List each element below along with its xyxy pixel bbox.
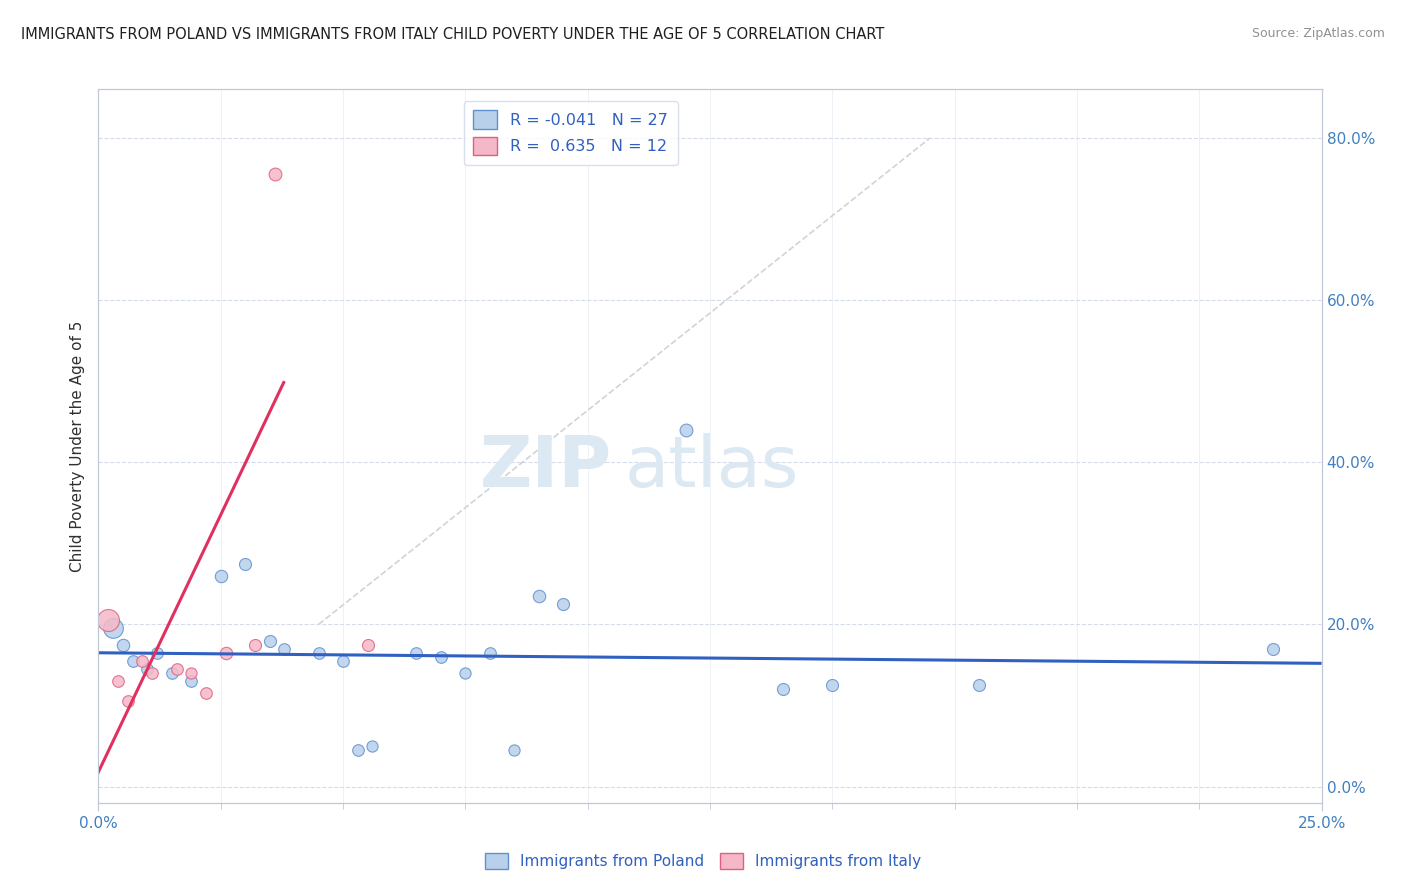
Point [195,686,218,700]
Point [503,743,526,757]
Text: IMMIGRANTS FROM POLAND VS IMMIGRANTS FROM ITALY CHILD POVERTY UNDER THE AGE OF 5: IMMIGRANTS FROM POLAND VS IMMIGRANTS FRO… [21,27,884,42]
Point [356,638,378,652]
Text: ZIP: ZIP [479,433,612,502]
Point [97,613,120,627]
Point [160,666,183,681]
Point [214,646,236,660]
Point [527,589,550,603]
Point [121,654,143,668]
Point [430,649,453,664]
Point [146,646,169,660]
Point [136,662,159,676]
Point [180,674,202,689]
Point [166,662,188,676]
Point [131,654,153,668]
Point [180,666,202,681]
Point [454,666,477,681]
Point [141,666,163,681]
Y-axis label: Child Poverty Under the Age of 5: Child Poverty Under the Age of 5 [70,320,86,572]
Legend: Immigrants from Poland, Immigrants from Italy: Immigrants from Poland, Immigrants from … [479,847,927,875]
Legend: R = -0.041   N = 27, R =  0.635   N = 12: R = -0.041 N = 27, R = 0.635 N = 12 [464,101,678,165]
Point [405,646,427,660]
Point [107,674,129,689]
Text: Source: ZipAtlas.com: Source: ZipAtlas.com [1251,27,1385,40]
Point [101,622,124,636]
Point [346,743,368,757]
Point [209,568,232,582]
Point [111,638,134,652]
Point [772,682,794,697]
Point [273,641,295,656]
Point [967,678,990,692]
Point [821,678,844,692]
Point [259,633,281,648]
Point [332,654,354,668]
Point [553,597,575,611]
Point [263,167,285,181]
Point [233,557,256,571]
Point [117,694,139,708]
Point [308,646,330,660]
Point [1261,641,1284,656]
Text: atlas: atlas [624,433,799,502]
Point [243,638,266,652]
Point [361,739,384,753]
Point [675,423,697,437]
Point [478,646,501,660]
